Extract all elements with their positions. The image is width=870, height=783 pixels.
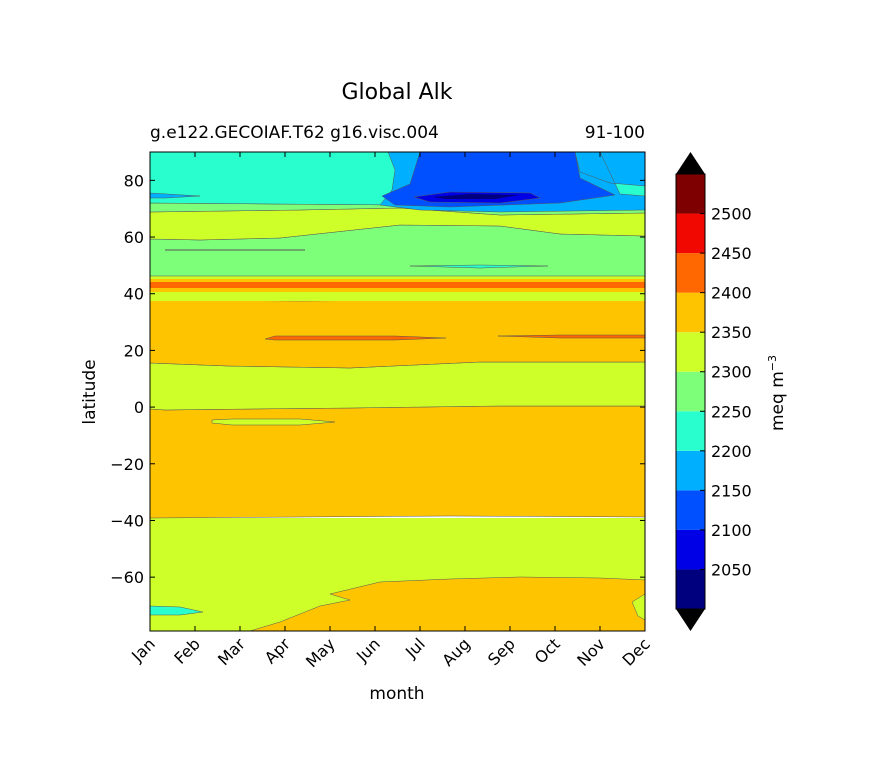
y-tick-label: 60: [124, 228, 144, 247]
colorbar-swatch: [676, 174, 705, 214]
y-tick-label: 0: [134, 398, 144, 417]
colorbar-swatch: [676, 450, 705, 491]
y-tick-label: −40: [110, 511, 144, 530]
colorbar-tick-label: 2150: [711, 481, 752, 500]
colorbar-swatch: [676, 253, 705, 293]
colorbar-swatch: [676, 411, 705, 451]
colorbar: 2050 2100 2150 2200 2250 2300 2350 2400 2450 2500: [675, 152, 752, 631]
y-tick-label: 40: [124, 285, 144, 304]
y-tick-label: 80: [124, 171, 144, 190]
x-tick-label: Jan: [127, 634, 159, 666]
x-tick-label: Oct: [531, 634, 564, 667]
band-midlat-2300b: [150, 276, 645, 279]
colorbar-swatch: [676, 490, 705, 530]
x-tick-label: May: [302, 634, 339, 671]
y-tick-label: 20: [124, 341, 144, 360]
band-sw-2250-patch: [150, 605, 204, 616]
band-midlat-2350: [150, 287, 645, 292]
band-subtropical-2350: [150, 299, 645, 369]
contour-fill: [150, 152, 645, 631]
colorbar-tick-label: 2050: [711, 560, 752, 579]
x-tick-label: Feb: [170, 634, 203, 667]
colorbar-frame: [675, 173, 706, 610]
colorbar-swatch: [676, 292, 705, 333]
band-subtropical-2400-b: [497, 334, 645, 339]
band-southern-ocean-2350: [249, 576, 645, 631]
colorbar-tick-label: 2100: [711, 521, 752, 540]
colorbar-swatch: [676, 569, 705, 609]
colorbar-label-exponent: −3: [766, 355, 779, 371]
x-tick-label: Dec: [618, 634, 653, 669]
colorbar-tick-label: 2500: [711, 205, 752, 224]
chart-subtitle-right: 91-100: [585, 123, 645, 143]
x-tick-label: Sep: [484, 634, 519, 669]
x-tick-label: Jul: [401, 634, 429, 662]
colorbar-swatch: [676, 332, 705, 372]
band-equatorial-2300: [150, 361, 645, 411]
x-tick-label: Nov: [573, 634, 609, 670]
x-tick-label: Aug: [438, 634, 474, 670]
colorbar-tick-label: 2400: [711, 284, 752, 303]
colorbar-tick-label: 2300: [711, 363, 752, 382]
x-tick-label: Jun: [352, 634, 384, 666]
colorbar-tick-label: 2350: [711, 323, 752, 342]
band-midlat-2400: [150, 282, 645, 288]
band-arctic-2000: [432, 194, 520, 199]
y-tick-label: −60: [110, 568, 144, 587]
colorbar-swatch: [676, 213, 705, 254]
y-axis-label: latitude: [80, 359, 100, 424]
band-midlat-2300: [150, 292, 645, 301]
x-axis-label: month: [369, 684, 424, 704]
band-subtropical-2400-a: [264, 335, 447, 341]
colorbar-extend-over: [676, 152, 705, 174]
band-equatorial-patch-2300: [211, 418, 336, 426]
chart-title: Global Alk: [341, 80, 452, 105]
colorbar-extend-under: [676, 609, 705, 631]
x-tick-label: Mar: [214, 634, 249, 669]
colorbar-tick-label: 2250: [711, 402, 752, 421]
colorbar-label-unit: meq m: [768, 371, 788, 431]
band-arctic-2150: [150, 192, 201, 199]
colorbar-swatch: [676, 529, 705, 570]
x-tick-label: Apr: [261, 634, 294, 667]
plot-frame: [149, 151, 646, 632]
colorbar-tick-label: 2450: [711, 244, 752, 263]
colorbar-swatch: [676, 371, 705, 412]
y-tick-label: −20: [110, 455, 144, 474]
band-midlat-2350b: [150, 278, 645, 282]
band-subpolar-2200-patch: [409, 264, 549, 269]
chart-subtitle-left: g.e122.GECOIAF.T62 g16.visc.004: [150, 123, 439, 143]
y-axis: 80 60 40 20 0 −20 −40 −60: [110, 171, 645, 587]
colorbar-label: meq m−3: [766, 355, 788, 431]
colorbar-tick-label: 2200: [711, 442, 752, 461]
